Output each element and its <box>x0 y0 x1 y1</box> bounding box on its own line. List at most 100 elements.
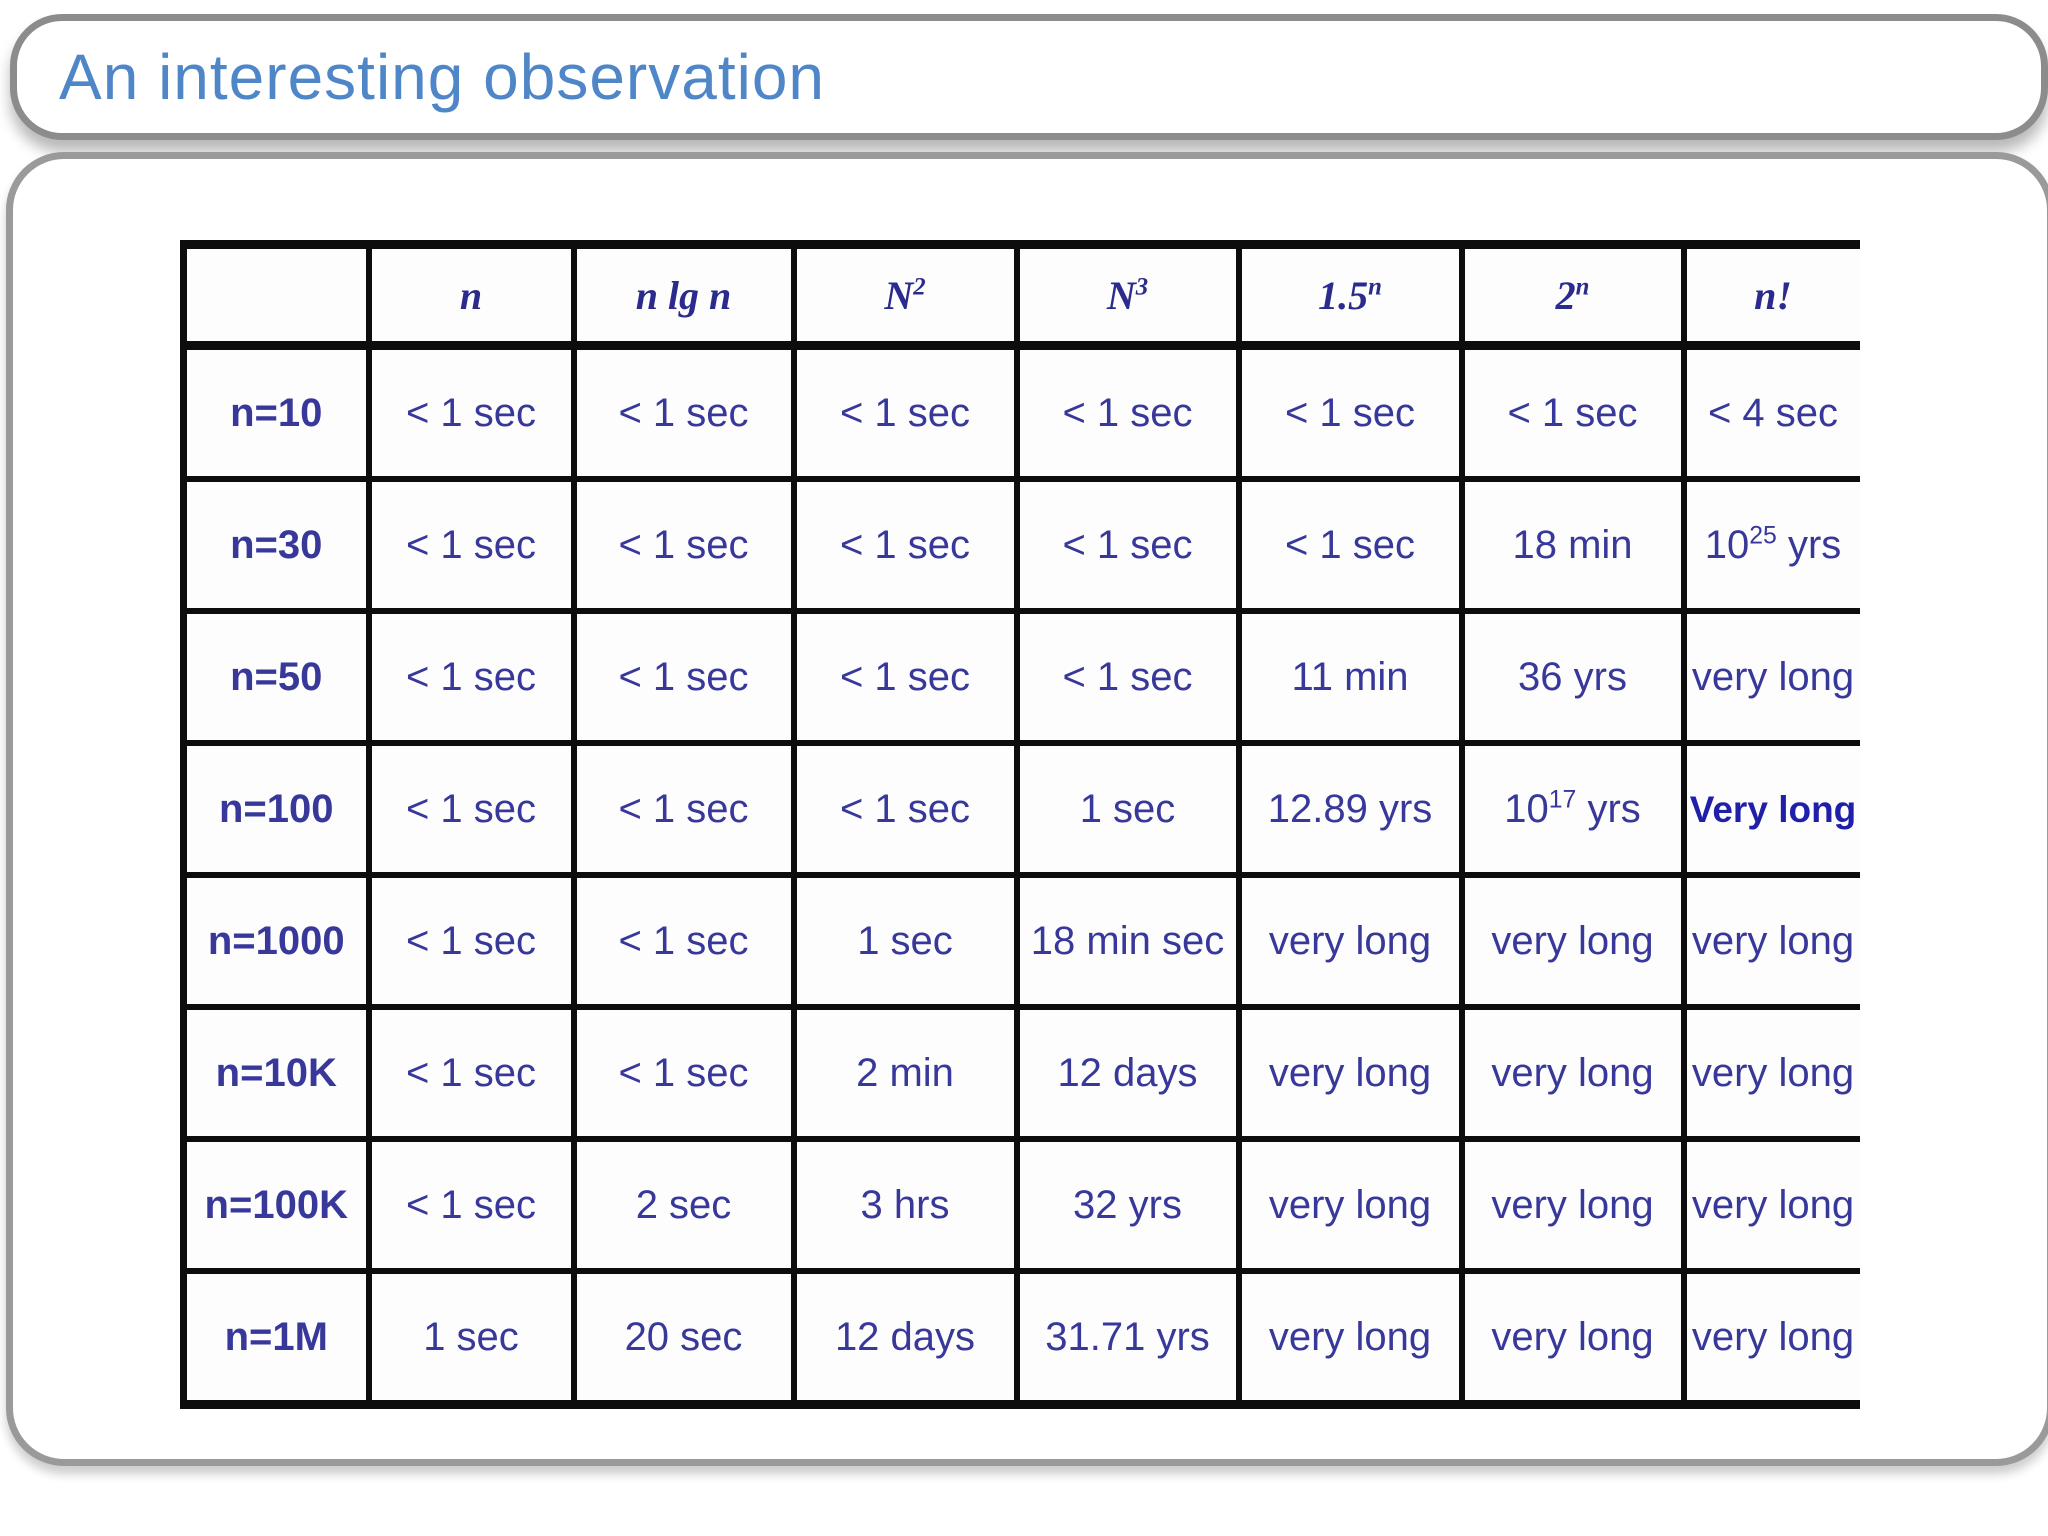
table-cell: 20 sec <box>570 1268 797 1408</box>
column-header-2n: 2n <box>1458 241 1687 350</box>
table-cell: very long <box>1680 1136 1860 1274</box>
table-cell: very long <box>1458 1136 1687 1274</box>
superscript: 17 <box>1548 786 1577 814</box>
table-cell: < 1 sec <box>790 608 1020 746</box>
table-row: n=30 < 1 sec < 1 sec < 1 sec < 1 sec < 1… <box>180 476 1860 614</box>
table-cell: very long <box>1235 1136 1465 1274</box>
column-header-n: n <box>365 241 577 350</box>
table-cell: 18 min sec <box>1013 872 1242 1010</box>
table-cell: < 1 sec <box>365 1136 577 1274</box>
table-cell: 2 sec <box>570 1136 797 1274</box>
table-row: n=1M 1 sec 20 sec 12 days 31.71 yrs very… <box>180 1268 1860 1408</box>
header-label: n lg n <box>635 272 732 318</box>
table-cell: very long <box>1680 1268 1860 1408</box>
table-cell: < 4 sec <box>1680 342 1860 482</box>
table-cell: < 1 sec <box>365 872 577 1010</box>
row-header: n=10K <box>180 1004 372 1142</box>
cell-text: 10 <box>1504 786 1549 831</box>
table-cell: < 1 sec <box>1458 342 1687 482</box>
superscript: n <box>1575 273 1590 301</box>
row-header: n=100 <box>180 740 372 878</box>
header-label: 1.5 <box>1318 272 1369 318</box>
header-label: N <box>1106 272 1136 318</box>
slide-title: An interesting observation <box>59 41 825 113</box>
table-cell: < 1 sec <box>790 740 1020 878</box>
table-row: n=50 < 1 sec < 1 sec < 1 sec < 1 sec 11 … <box>180 608 1860 746</box>
table-cell: 1017 yrs <box>1458 740 1687 878</box>
table-cell: 11 min <box>1235 608 1465 746</box>
table-cell: 12 days <box>790 1268 1020 1408</box>
cell-text: yrs <box>1576 786 1641 831</box>
table-cell: very long <box>1458 1268 1687 1408</box>
table-cell: < 1 sec <box>1235 476 1465 614</box>
table-cell: < 1 sec <box>570 1004 797 1142</box>
table-cell: very long <box>1680 608 1860 746</box>
table-cell: very long <box>1458 872 1687 1010</box>
table-cell: < 1 sec <box>790 476 1020 614</box>
table-cell: < 1 sec <box>365 1004 577 1142</box>
header-label: n! <box>1754 272 1792 318</box>
table-cell: < 1 sec <box>570 740 797 878</box>
table-cell: 36 yrs <box>1458 608 1687 746</box>
row-header: n=1M <box>180 1268 372 1408</box>
column-header-n2: N2 <box>790 241 1020 350</box>
table-cell: < 1 sec <box>365 740 577 878</box>
table-cell: Very long <box>1680 740 1860 878</box>
slide-title-box: An interesting observation <box>10 14 2048 140</box>
table-cell: < 1 sec <box>1235 342 1465 482</box>
table-cell: very long <box>1235 1004 1465 1142</box>
table-cell: 3 hrs <box>790 1136 1020 1274</box>
cell-text: yrs <box>1776 522 1842 567</box>
table-cell: very long <box>1680 1004 1860 1142</box>
table-cell: < 1 sec <box>570 608 797 746</box>
cell-text: 10 <box>1704 522 1750 567</box>
table-cell: 2 min <box>790 1004 1020 1142</box>
table-cell: very long <box>1235 872 1465 1010</box>
table-cell: < 1 sec <box>1013 476 1242 614</box>
table-cell: 1 sec <box>790 872 1020 1010</box>
table-cell: < 1 sec <box>790 342 1020 482</box>
row-header: n=100K <box>180 1136 372 1274</box>
row-header: n=50 <box>180 608 372 746</box>
table-cell: 1 sec <box>365 1268 577 1408</box>
table-cell: < 1 sec <box>365 342 577 482</box>
column-header-n3: N3 <box>1013 241 1242 350</box>
table-row: n=100K < 1 sec 2 sec 3 hrs 32 yrs very l… <box>180 1136 1860 1274</box>
header-label: n <box>459 272 483 318</box>
table-cell: < 1 sec <box>365 476 577 614</box>
table-cell: very long <box>1235 1268 1465 1408</box>
table-cell: < 1 sec <box>570 476 797 614</box>
table-cell: < 1 sec <box>365 608 577 746</box>
table-row: n=10 < 1 sec < 1 sec < 1 sec < 1 sec < 1… <box>180 342 1860 482</box>
superscript: 2 <box>913 273 926 301</box>
table-cell: 12 days <box>1013 1004 1242 1142</box>
header-row: n n lg n N2 N3 1.5n 2n n! <box>180 241 1860 350</box>
table-cell: 18 min <box>1458 476 1687 614</box>
row-header: n=30 <box>180 476 372 614</box>
table-cell: 32 yrs <box>1013 1136 1242 1274</box>
table-row: n=1000 < 1 sec < 1 sec 1 sec 18 min sec … <box>180 872 1860 1010</box>
table-cell: very long <box>1680 872 1860 1010</box>
table-cell: 1 sec <box>1013 740 1242 878</box>
superscript: 25 <box>1749 522 1777 550</box>
table-cell: 12.89 yrs <box>1235 740 1465 878</box>
column-header-nlgn: n lg n <box>570 241 797 350</box>
superscript: n <box>1368 273 1382 301</box>
complexity-table: n n lg n N2 N3 1.5n 2n n! n=10 < 1 sec <… <box>180 240 1860 1409</box>
very-long-emphasis: Very long <box>1689 788 1857 830</box>
column-header-1-5n: 1.5n <box>1235 241 1465 350</box>
column-header-nfact: n! <box>1680 241 1860 350</box>
header-label: N <box>884 272 914 318</box>
table-row: n=10K < 1 sec < 1 sec 2 min 12 days very… <box>180 1004 1860 1142</box>
table-row: n=100 < 1 sec < 1 sec < 1 sec 1 sec 12.8… <box>180 740 1860 878</box>
row-header: n=10 <box>180 342 372 482</box>
table-cell: 31.71 yrs <box>1013 1268 1242 1408</box>
table-cell: very long <box>1458 1004 1687 1142</box>
table-cell: < 1 sec <box>1013 342 1242 482</box>
row-header: n=1000 <box>180 872 372 1010</box>
column-header-empty <box>180 241 372 350</box>
table-cell: < 1 sec <box>570 342 797 482</box>
table-cell: 1025 yrs <box>1680 476 1860 614</box>
superscript: 3 <box>1135 273 1149 301</box>
header-label: 2 <box>1555 272 1576 318</box>
